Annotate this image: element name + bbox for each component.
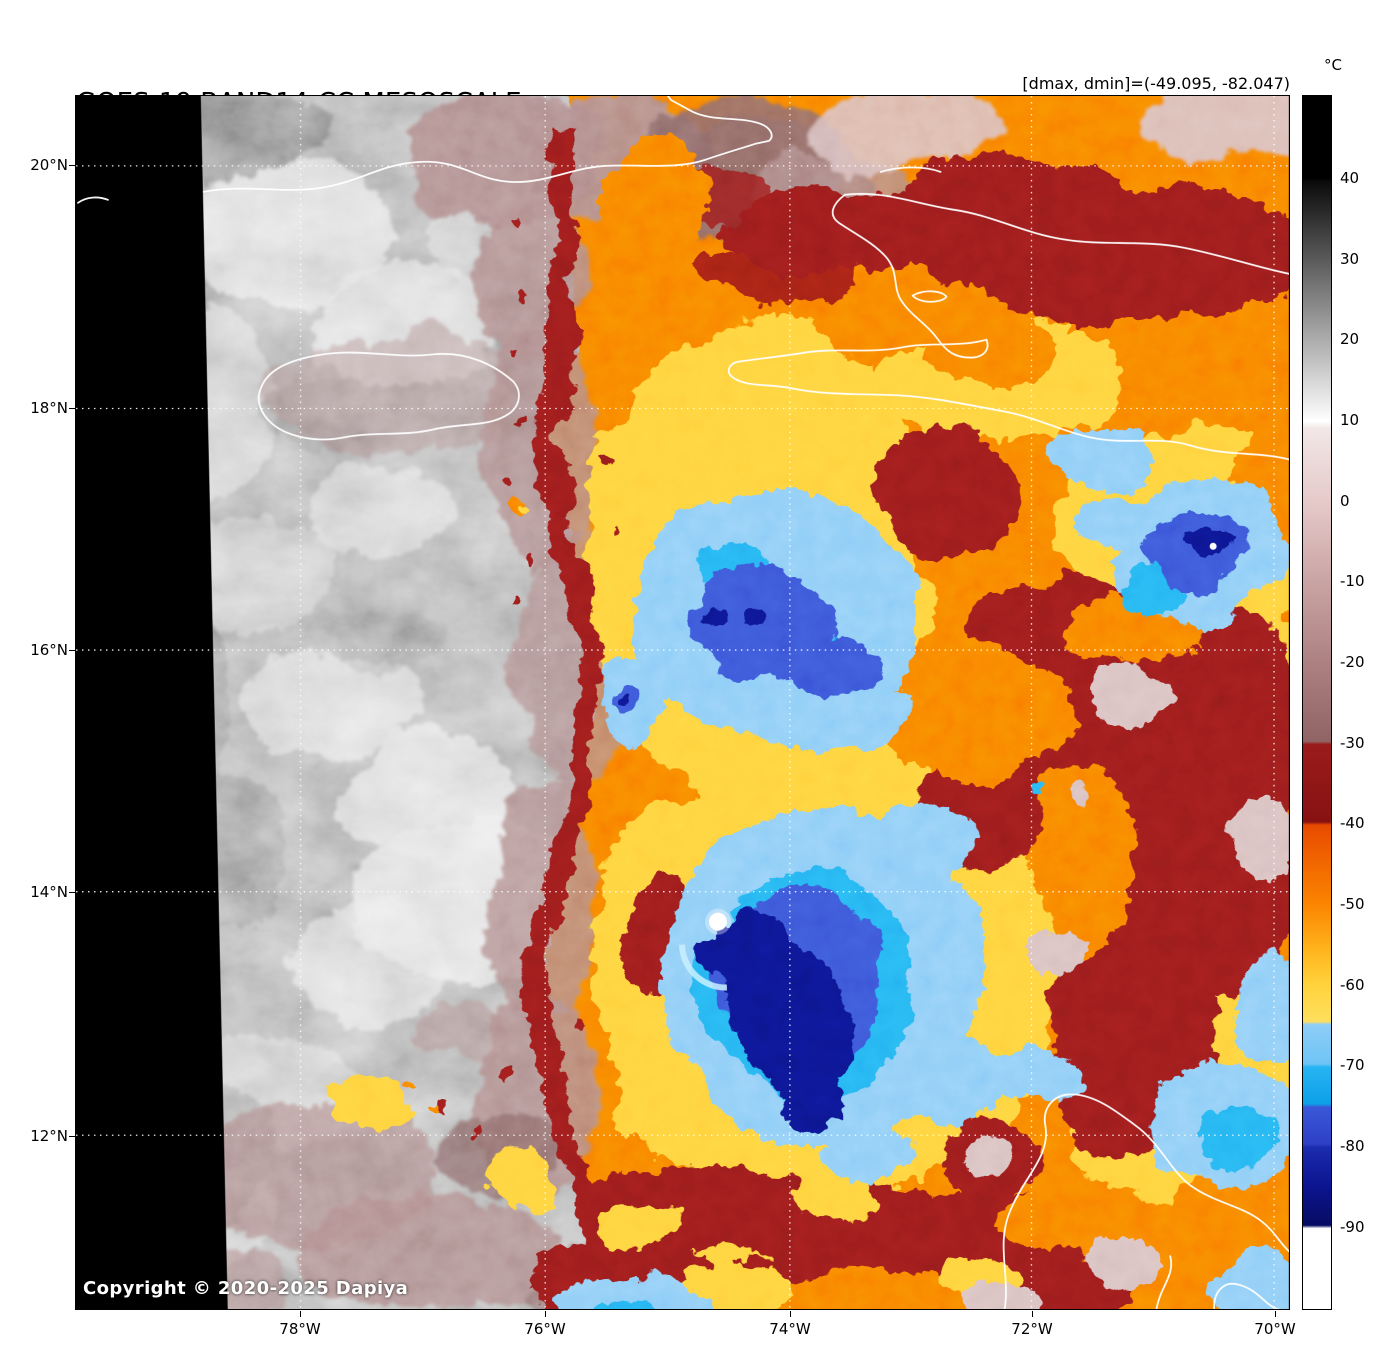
- axis-tick: [69, 892, 75, 893]
- satellite-imagery: [76, 96, 1289, 1309]
- axis-tick: [69, 165, 75, 166]
- axis-tick: [545, 1311, 546, 1317]
- dmax-dmin-readout: [dmax, dmin]=(-49.095, -82.047): [1022, 74, 1290, 93]
- lon-tick-label: 76°W: [524, 1320, 566, 1338]
- colorbar-tick-label: 0: [1340, 492, 1350, 510]
- colorbar-tick-label: 30: [1340, 250, 1360, 268]
- coastline-south-america: [1002, 1093, 1289, 1309]
- axis-tick: [69, 408, 75, 409]
- colorbar-tick-label: -80: [1340, 1137, 1365, 1155]
- axis-tick: [69, 650, 75, 651]
- lon-tick-label: 72°W: [1011, 1320, 1053, 1338]
- lat-tick-label: 20°N: [30, 156, 68, 174]
- coastline-cuba: [77, 96, 773, 204]
- lon-tick-label: 78°W: [279, 1320, 321, 1338]
- colorbar-tick-label: 40: [1340, 169, 1360, 187]
- lat-tick-label: 14°N: [30, 883, 68, 901]
- colorbar-tick-label: -90: [1340, 1218, 1365, 1236]
- lon-tick-label: 70°W: [1254, 1320, 1296, 1338]
- colorbar-tick-label: -50: [1340, 895, 1365, 913]
- temperature-colorbar: [1302, 95, 1332, 1310]
- colorbar-tick-label: 10: [1340, 411, 1360, 429]
- axis-tick: [300, 1311, 301, 1317]
- cold-cloud-texture: [200, 96, 1289, 1309]
- colorbar-tick-label: -10: [1340, 572, 1365, 590]
- axis-tick: [1032, 1311, 1033, 1317]
- coastline-hispaniola: [727, 166, 1289, 461]
- copyright-notice: Copyright © 2020-2025 Dapiya: [83, 1278, 409, 1299]
- colorbar-unit-label: °C: [1324, 56, 1342, 74]
- colorbar-tick-label: -30: [1340, 734, 1365, 752]
- colorbar-tick-label: -70: [1340, 1056, 1365, 1074]
- colorbar-tick-label: -60: [1340, 976, 1365, 994]
- coastline-jamaica: [257, 351, 520, 441]
- cold-pixel-speck: [1209, 542, 1217, 550]
- lat-tick-label: 12°N: [30, 1127, 68, 1145]
- lon-tick-label: 74°W: [769, 1320, 811, 1338]
- gridlines: [76, 96, 1289, 1309]
- lat-tick-label: 18°N: [30, 399, 68, 417]
- satellite-map: Copyright © 2020-2025 Dapiya: [75, 95, 1290, 1310]
- colorbar-tick-label: -40: [1340, 814, 1365, 832]
- colorbar-tick-label: -20: [1340, 653, 1365, 671]
- coastlines: [77, 96, 1289, 1309]
- colorbar-tick-label: 20: [1340, 330, 1360, 348]
- lat-tick-label: 16°N: [30, 641, 68, 659]
- axis-tick: [1275, 1311, 1276, 1317]
- axis-tick: [69, 1136, 75, 1137]
- axis-tick: [790, 1311, 791, 1317]
- storm-center-marker: [679, 542, 1217, 991]
